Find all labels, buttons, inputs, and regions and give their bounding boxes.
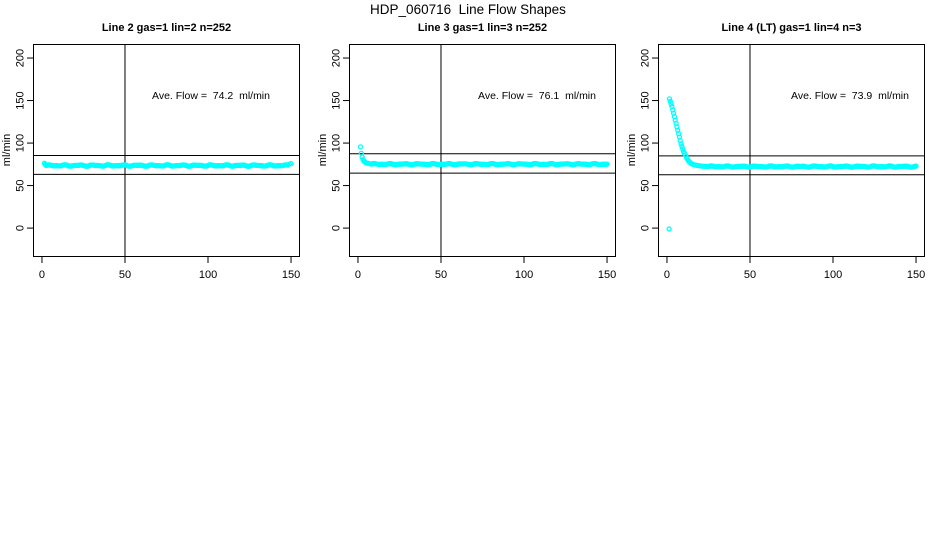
y-tick-label: 100 — [15, 134, 27, 152]
x-ticks: 0 50 100 150 — [39, 257, 300, 281]
y-tick-label: 50 — [331, 179, 343, 191]
y-tick-label: 150 — [331, 91, 343, 109]
plot-box — [33, 44, 300, 257]
x-ticks: 0 50 100 150 — [664, 257, 925, 281]
x-tick-label: 100 — [515, 269, 533, 281]
plot-box — [349, 44, 616, 257]
y-tick-label: 150 — [640, 91, 652, 109]
y-tick-label: 200 — [331, 49, 343, 67]
data-point — [679, 143, 685, 150]
plot-box — [658, 44, 925, 257]
avg-flow-annotation: Ave. Flow = 74.2 ml/min — [152, 90, 270, 102]
x-tick-label: 0 — [355, 269, 361, 281]
data-point — [913, 163, 919, 169]
x-tick-label: 0 — [664, 269, 670, 281]
panel-line3: Line 3 gas=1 lin=3 n=252 0 50 100 150 200 0 50… — [317, 22, 616, 281]
plot-area: 0 50 100 150 200 0 50 100 150 — [15, 44, 300, 281]
x-tick-label: 150 — [598, 269, 616, 281]
avg-flow-annotation: Ave. Flow = 76.1 ml/min — [478, 90, 596, 102]
y-tick-label: 100 — [640, 134, 652, 152]
y-tick-label: 0 — [15, 225, 27, 231]
x-tick-label: 100 — [199, 269, 217, 281]
y-axis-label: ml/min — [1, 133, 13, 167]
y-axis-label: ml/min — [317, 133, 329, 167]
data-point — [666, 226, 672, 232]
panel-line4: Line 4 (LT) gas=1 lin=4 n=3 0 50 100 150 200… — [626, 22, 925, 281]
y-axis-label: ml/min — [626, 133, 638, 167]
reference-lines — [658, 44, 925, 257]
data-point — [666, 96, 673, 102]
data-point — [288, 160, 294, 167]
plot-area: 0 50 100 150 200 0 50 100 150 — [331, 44, 616, 281]
x-tick-label: 150 — [282, 269, 300, 281]
y-tick-label: 150 — [15, 91, 27, 109]
x-tick-label: 50 — [435, 269, 447, 281]
plot-area: 0 50 100 150 200 0 50 100 150 — [640, 44, 925, 281]
y-tick-label: 200 — [15, 49, 27, 67]
panel-line2: Line 2 gas=1 lin=2 n=252 0 50 100 150 200 0 50… — [1, 22, 300, 281]
y-tick-label: 100 — [331, 134, 343, 152]
data-points — [357, 144, 610, 168]
x-tick-label: 100 — [824, 269, 842, 281]
reference-lines — [349, 44, 616, 257]
x-ticks: 0 50 100 150 — [355, 257, 616, 281]
main-title: HDP_060716 Line Flow Shapes — [370, 2, 566, 17]
x-tick-label: 150 — [907, 269, 925, 281]
y-tick-label: 200 — [640, 49, 652, 67]
y-ticks: 0 50 100 150 200 — [15, 49, 33, 231]
y-ticks: 0 50 100 150 200 — [640, 49, 658, 231]
data-point — [357, 144, 364, 150]
data-points — [666, 96, 919, 232]
data-point — [604, 161, 610, 167]
data-point — [667, 98, 673, 105]
x-tick-label: 50 — [119, 269, 131, 281]
panel-frame — [349, 44, 616, 257]
x-tick-label: 0 — [39, 269, 45, 281]
panel-title: Line 3 gas=1 lin=3 n=252 — [417, 22, 548, 34]
y-tick-label: 50 — [640, 179, 652, 191]
avg-flow-annotation: Ave. Flow = 73.9 ml/min — [791, 90, 909, 102]
panel-frame — [33, 44, 300, 257]
data-point — [680, 146, 686, 152]
panel-frame — [658, 44, 925, 257]
reference-lines — [33, 44, 300, 257]
x-tick-label: 50 — [744, 269, 756, 281]
y-tick-label: 50 — [15, 179, 27, 191]
panel-title: Line 2 gas=1 lin=2 n=252 — [101, 22, 232, 34]
data-point — [678, 141, 684, 147]
y-tick-label: 0 — [331, 225, 343, 231]
data-point — [668, 101, 674, 107]
data-points — [41, 160, 294, 169]
y-ticks: 0 50 100 150 200 — [331, 49, 349, 231]
panel-title: Line 4 (LT) gas=1 lin=4 n=3 — [721, 22, 862, 34]
y-tick-label: 0 — [640, 225, 652, 231]
